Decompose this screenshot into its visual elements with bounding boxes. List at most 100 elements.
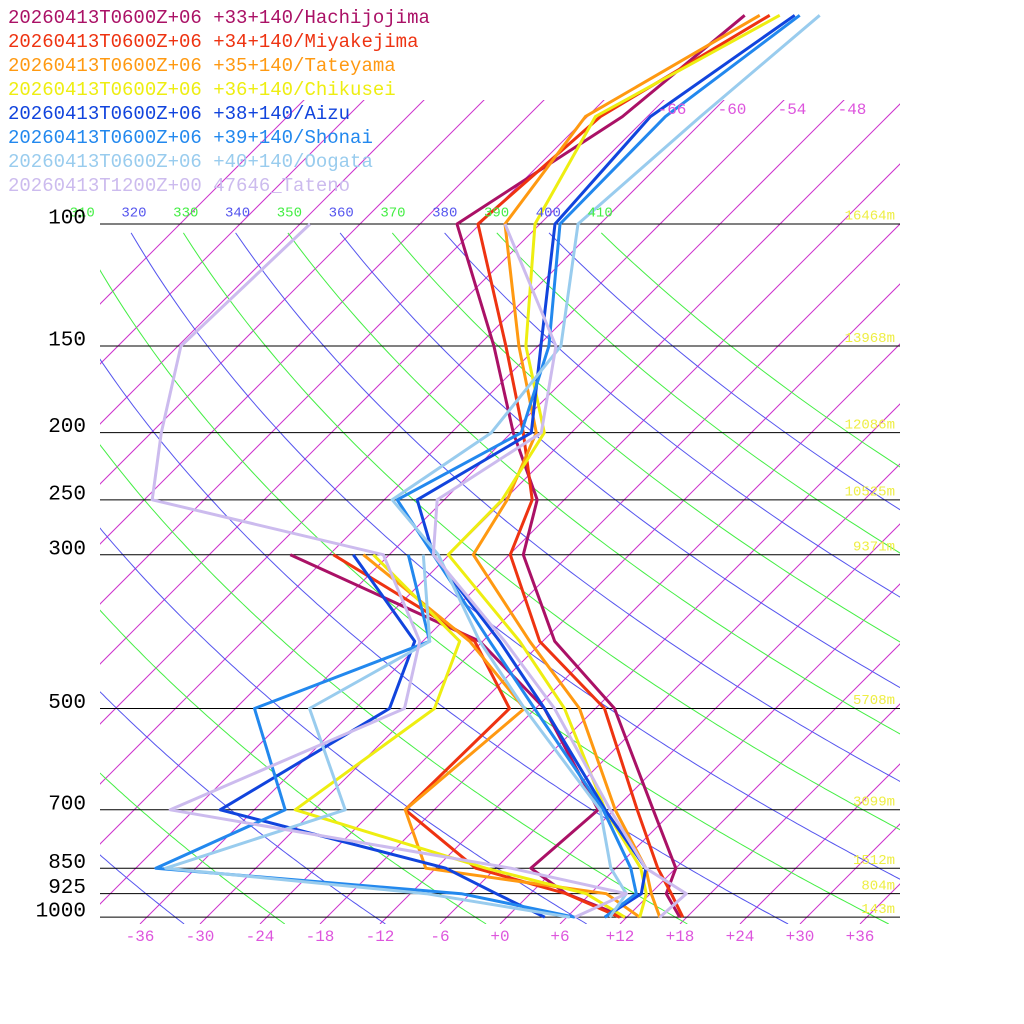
dry-adiabat	[600, 232, 900, 468]
isotherm	[379, 403, 900, 924]
dry-adiabat	[444, 232, 900, 598]
height-label: 5708m	[853, 693, 895, 709]
x-tick-label: +0	[490, 928, 509, 946]
isotherm	[619, 643, 900, 924]
isotherm	[259, 283, 900, 924]
isotherm	[100, 100, 785, 785]
y-tick-label: 850	[48, 852, 86, 875]
isotherm	[100, 100, 665, 665]
dry-adiabat	[100, 854, 185, 924]
dry-adiabat	[548, 232, 900, 511]
isentrope-label: 400	[536, 206, 561, 222]
height-label: 13968m	[845, 331, 895, 347]
y-tick-label: 1000	[36, 901, 86, 924]
y-tick-label: 300	[48, 538, 86, 561]
temperature-line	[455, 14, 746, 918]
isentrope-label: 330	[173, 206, 198, 222]
dry-adiabat	[100, 691, 386, 924]
x-tick-label: +12	[606, 928, 635, 946]
height-label: 804m	[861, 878, 895, 894]
y-tick-label: 200	[48, 416, 86, 439]
y-tick-label: 700	[48, 793, 86, 816]
dry-adiabat	[100, 609, 487, 924]
isentrope-label: 380	[432, 206, 457, 222]
dry-adiabat	[235, 232, 900, 782]
x-tick-label: +30	[786, 928, 815, 946]
isotherm	[679, 703, 900, 924]
isotherm	[100, 100, 605, 605]
height-label: 16464m	[845, 209, 895, 225]
legend-entry: 20260413T0600Z+06 +33+140/Hachijojima	[8, 7, 430, 29]
legend-entry: 20260413T1200Z+00 47646_Tateno	[8, 175, 350, 197]
y-tick-label: 150	[48, 330, 86, 353]
y-tick-label: 250	[48, 483, 86, 506]
isentrope-label: 390	[484, 206, 509, 222]
dry-adiabat	[100, 358, 789, 924]
y-tick-label: 925	[48, 877, 86, 900]
temperature-line	[390, 14, 821, 919]
legend-entry: 20260413T0600Z+06 +36+140/Chikusei	[8, 79, 396, 101]
height-label: 3099m	[853, 794, 895, 810]
legend-entry: 20260413T0600Z+06 +34+140/Miyakejima	[8, 31, 418, 53]
isentrope-label: 350	[277, 206, 302, 222]
dry-adiabat	[130, 232, 900, 880]
isotherm	[859, 883, 900, 924]
dewpoint-line	[164, 554, 571, 919]
dewpoint-line	[362, 553, 641, 919]
x-tick-label: +36	[846, 928, 875, 946]
dry-adiabat	[287, 232, 900, 735]
height-label: 12086m	[845, 417, 895, 433]
y-tick-label: 100	[48, 208, 86, 231]
legend-entry: 20260413T0600Z+06 +38+140/Aizu	[8, 103, 350, 125]
y-tick-label: 500	[48, 692, 86, 715]
isotherm	[799, 823, 900, 924]
isotherm-label: -48	[838, 101, 867, 119]
isentrope-label: 340	[225, 206, 250, 222]
isotherm	[100, 100, 365, 365]
dry-adiabat	[182, 232, 900, 831]
isotherm	[100, 103, 900, 905]
dry-adiabat	[100, 444, 688, 924]
isotherm-label: -60	[718, 101, 747, 119]
dry-adiabat	[496, 232, 900, 554]
x-tick-label: -6	[430, 928, 449, 946]
dry-adiabat	[391, 232, 900, 643]
isotherm	[139, 163, 900, 924]
isotherm	[499, 523, 900, 924]
dewpoint-line	[293, 553, 626, 919]
x-tick-label: +6	[550, 928, 569, 946]
isentrope-label: 370	[380, 206, 405, 222]
x-tick-label: -18	[306, 928, 335, 946]
isotherm	[199, 223, 900, 924]
x-tick-label: +18	[666, 928, 695, 946]
temperature-line	[476, 14, 771, 918]
labels: 310 320 330 340 350 360 370 380 390 400 410 100 1646…	[8, 7, 895, 946]
isotherm	[100, 100, 305, 305]
isotherm	[439, 463, 900, 924]
x-tick-label: -12	[366, 928, 395, 946]
dewpoint-line	[154, 554, 576, 919]
x-tick-label: -24	[246, 928, 275, 946]
legend-entry: 20260413T0600Z+06 +39+140/Shonai	[8, 127, 373, 149]
dry-adiabat	[100, 772, 286, 924]
dewpoint-line	[150, 222, 628, 919]
isotherm-label: -54	[778, 101, 807, 119]
isotherm-label: -66	[658, 101, 687, 119]
isentrope-label: 360	[329, 206, 354, 222]
temperature-line	[446, 13, 781, 918]
isotherm	[559, 583, 900, 924]
dry-adiabat	[100, 527, 587, 924]
isotherm	[100, 100, 485, 485]
height-label: 10525m	[845, 485, 895, 501]
axes	[100, 223, 900, 918]
isotherm	[100, 100, 725, 725]
height-label: 143m	[861, 902, 895, 918]
legend-entry: 20260413T0600Z+06 +35+140/Tateyama	[8, 55, 396, 77]
isentrope-label: 310	[70, 206, 95, 222]
dry-adiabat	[339, 232, 900, 689]
x-tick-label: -30	[186, 928, 215, 946]
x-tick-label: -36	[126, 928, 155, 946]
isentrope-label: 410	[588, 206, 613, 222]
